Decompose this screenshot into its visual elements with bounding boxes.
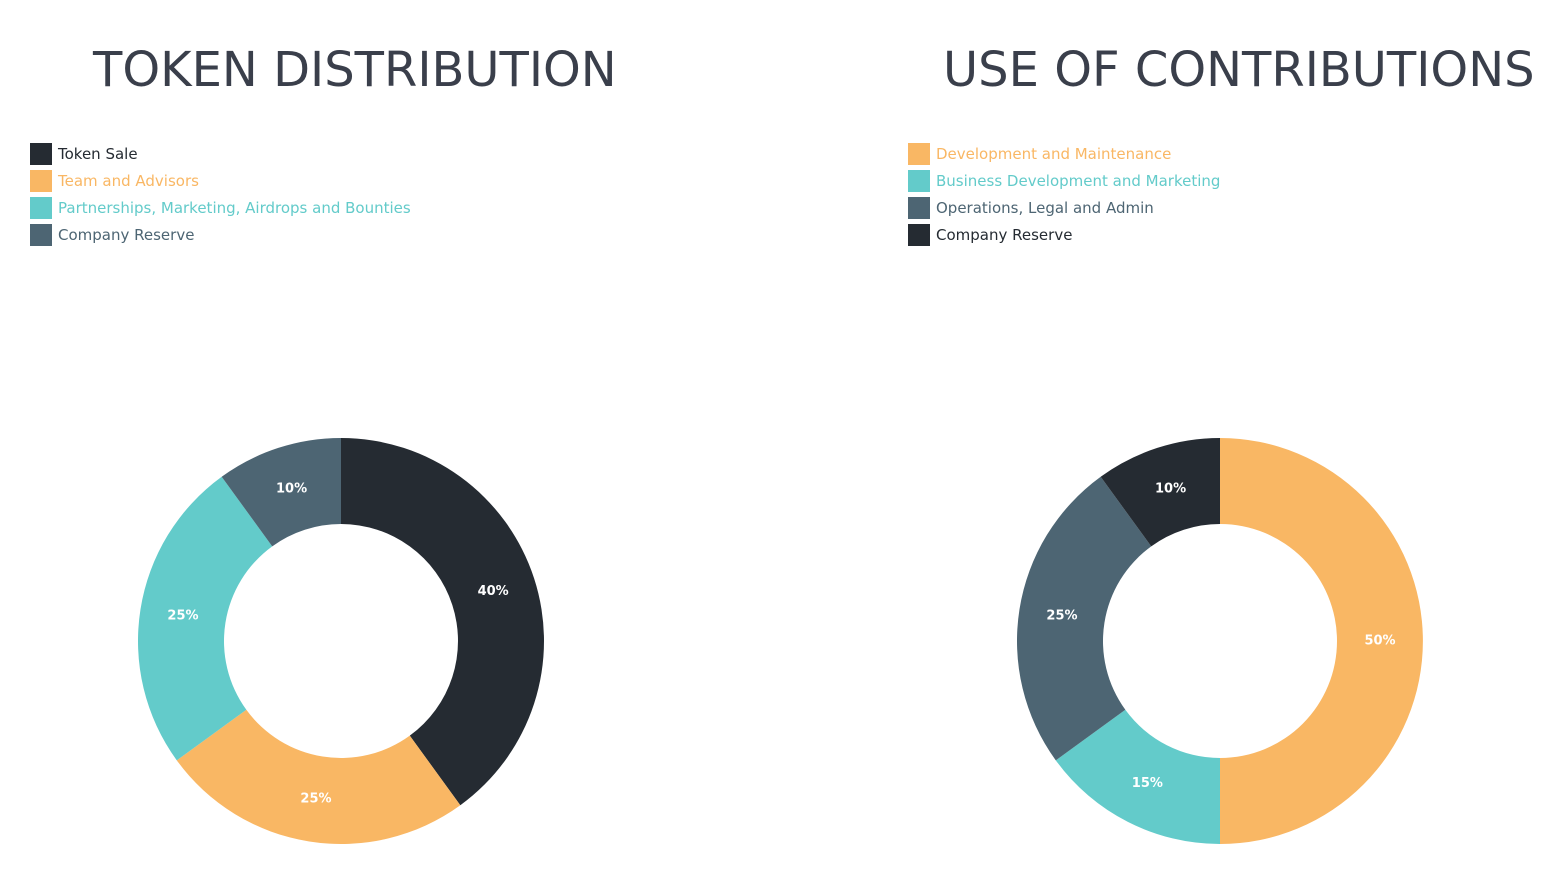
donut-slice-development-and-maintenance[interactable] <box>1220 438 1423 844</box>
legend-label: Company Reserve <box>936 225 1073 244</box>
donut-slice-company-reserve[interactable] <box>221 438 341 547</box>
legend-label: Business Development and Marketing <box>936 171 1221 190</box>
legend-swatch <box>908 196 930 219</box>
legend-label: Partnerships, Marketing, Airdrops and Bo… <box>58 198 411 217</box>
legend-swatch <box>30 169 52 192</box>
slice-value-label: 10% <box>276 481 307 496</box>
slice-value-label: 25% <box>300 792 331 807</box>
slice-value-label: 40% <box>478 584 509 599</box>
donut-slice-business-development-and-marketing[interactable] <box>1055 709 1220 844</box>
legend-item-team-and-advisors[interactable]: Team and Advisors <box>30 167 411 194</box>
legend-label: Team and Advisors <box>58 171 199 190</box>
chart-legend: Token Sale Team and Advisors Partnership… <box>30 140 411 248</box>
chart-title: USE OF CONTRIBUTIONS <box>943 42 1535 98</box>
legend-swatch <box>908 169 930 192</box>
legend-item-development-and-maintenance[interactable]: Development and Maintenance <box>908 140 1220 167</box>
slice-value-label: 25% <box>1046 608 1077 623</box>
donut-slice-token-sale[interactable] <box>341 438 544 806</box>
chart-legend: Development and Maintenance Business Dev… <box>908 140 1220 248</box>
donut-slice-partnerships-marketing-airdrops-and-bounties[interactable] <box>137 476 273 761</box>
legend-item-operations-legal-admin[interactable]: Operations, Legal and Admin <box>908 194 1220 221</box>
slice-value-label: 25% <box>167 608 198 623</box>
legend-item-company-reserve[interactable]: Company Reserve <box>908 221 1220 248</box>
legend-swatch <box>30 196 52 219</box>
legend-swatch <box>30 142 52 165</box>
slice-value-label: 15% <box>1132 776 1163 791</box>
legend-item-business-development[interactable]: Business Development and Marketing <box>908 167 1220 194</box>
slice-value-label: 10% <box>1155 481 1186 496</box>
use-of-contributions-donut: 50% 15% 25% 10% <box>1017 438 1423 844</box>
legend-label: Token Sale <box>58 144 138 163</box>
token-distribution-panel: TOKEN DISTRIBUTION Token Sale Team and A… <box>30 42 617 844</box>
donut-slice-company-reserve[interactable] <box>1100 438 1220 547</box>
donut-slice-team-and-advisors[interactable] <box>176 709 461 844</box>
legend-label: Operations, Legal and Admin <box>936 198 1154 217</box>
slice-value-label: 50% <box>1364 634 1395 649</box>
legend-swatch <box>30 223 52 246</box>
legend-item-token-sale[interactable]: Token Sale <box>30 140 411 167</box>
donut-slice-operations-legal-and-admin[interactable] <box>1017 476 1152 761</box>
legend-swatch <box>908 223 930 246</box>
legend-label: Development and Maintenance <box>936 144 1172 163</box>
legend-label: Company Reserve <box>58 225 195 244</box>
legend-swatch <box>908 142 930 165</box>
chart-title: TOKEN DISTRIBUTION <box>93 42 617 98</box>
legend-item-company-reserve[interactable]: Company Reserve <box>30 221 411 248</box>
legend-item-partnerships[interactable]: Partnerships, Marketing, Airdrops and Bo… <box>30 194 411 221</box>
token-distribution-donut: 40% 25% 25% 10% <box>137 438 544 844</box>
use-of-contributions-panel: USE OF CONTRIBUTIONS Development and Mai… <box>776 0 1552 886</box>
